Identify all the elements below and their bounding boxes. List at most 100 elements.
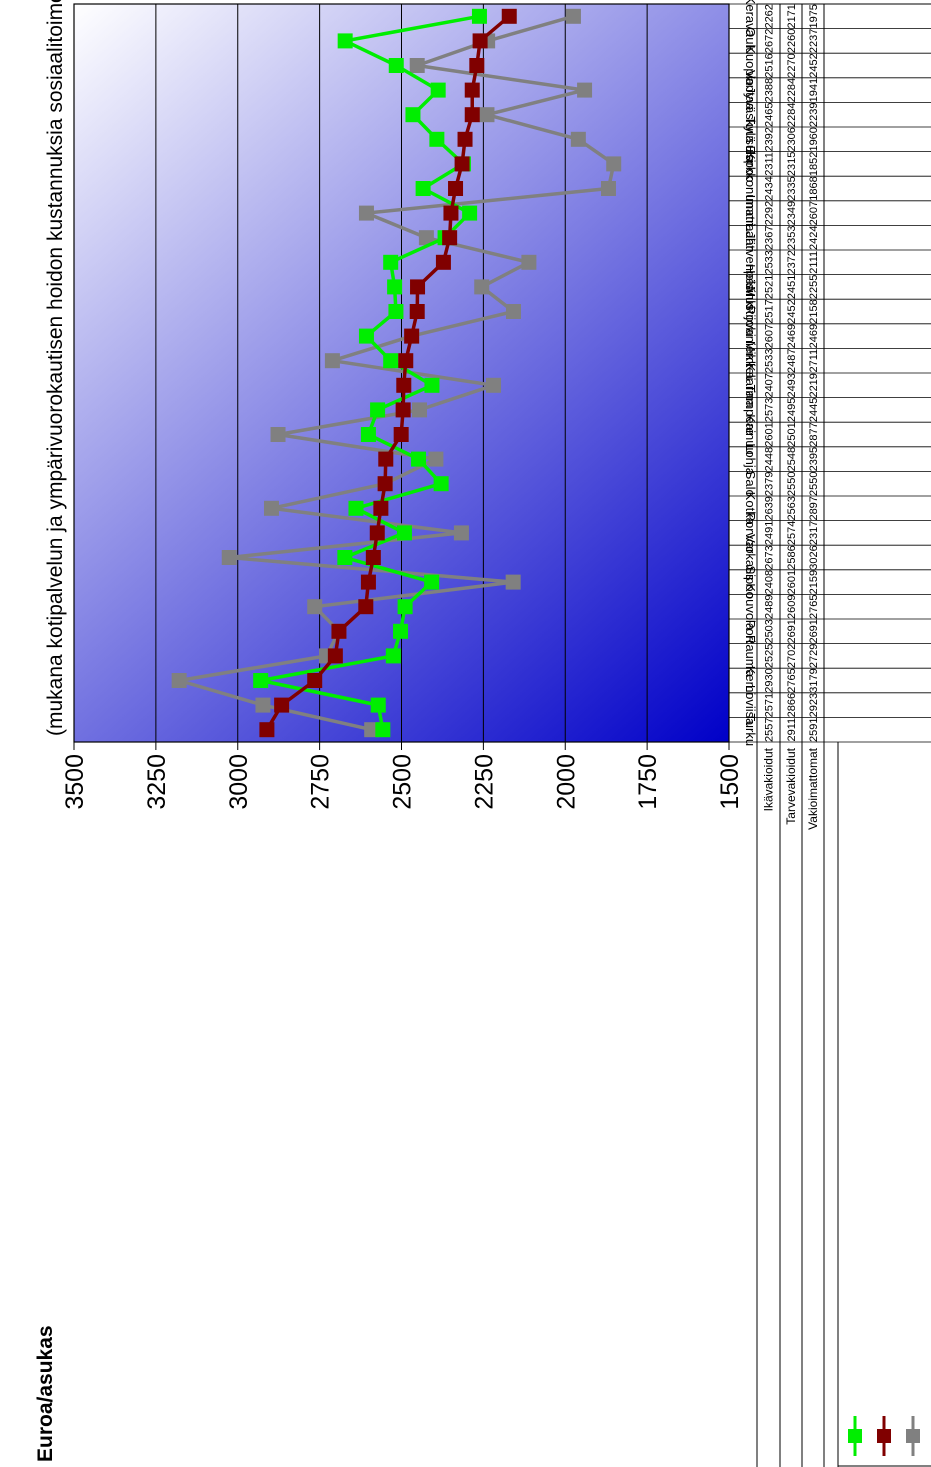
table-cell: 2311 <box>764 152 776 176</box>
table-cell: 2586 <box>786 545 798 569</box>
data-point <box>409 304 425 319</box>
data-point <box>393 623 409 639</box>
data-point <box>378 451 394 467</box>
data-point <box>506 304 522 319</box>
series-name: Vakioimattomat <box>806 747 820 829</box>
data-point <box>462 205 478 221</box>
data-point <box>409 58 425 73</box>
data-point <box>405 107 421 123</box>
data-point <box>429 131 445 147</box>
legend-marker <box>877 1429 891 1443</box>
data-point <box>411 451 427 467</box>
data-point <box>387 279 403 295</box>
data-point <box>388 58 404 73</box>
table-cell: 2548 <box>786 447 798 471</box>
table-cell: 2607 <box>764 324 776 348</box>
data-point <box>348 500 364 516</box>
data-point <box>415 181 431 196</box>
table-cell: 2673 <box>764 545 776 569</box>
tick-label: 3000 <box>225 754 253 810</box>
legend-marker <box>848 1429 862 1443</box>
data-point <box>453 525 469 541</box>
data-point <box>383 254 399 270</box>
table-cell: 2487 <box>786 348 798 372</box>
category-label: Kotka <box>743 492 758 526</box>
table-cell: 2691 <box>808 619 820 643</box>
table-cell: 2493 <box>786 373 798 397</box>
table-cell: 2372 <box>786 250 798 274</box>
table-cell: 2237 <box>808 29 820 53</box>
data-point <box>464 82 480 98</box>
data-point <box>397 599 413 615</box>
table-cell: 2765 <box>786 668 798 692</box>
table-cell: 2533 <box>764 348 776 372</box>
data-point <box>486 377 502 393</box>
data-point <box>448 181 464 196</box>
data-point <box>433 476 449 492</box>
tick-label: 1500 <box>716 754 744 810</box>
data-point <box>479 107 495 123</box>
table-cell: 2445 <box>808 398 820 422</box>
category-label: Järvenpää <box>743 232 758 293</box>
table-cell: 1868 <box>808 176 820 200</box>
data-point <box>424 574 440 590</box>
category-label: Rovaniemi <box>743 305 758 367</box>
category-label: Sipoo <box>743 565 758 598</box>
category-label: Porvoo <box>743 512 758 553</box>
chart-subtitle: (mukana kotipalvelun ja ympärivuorokauti… <box>44 0 67 736</box>
tick-label: 2000 <box>552 754 580 810</box>
table-cell: 2573 <box>764 398 776 422</box>
table-cell: 2448 <box>764 447 776 471</box>
table-cell: 2489 <box>764 594 776 618</box>
tick-label: 2500 <box>389 754 417 810</box>
table-cell: 2349 <box>786 201 798 225</box>
category-label: Lahti <box>743 224 758 252</box>
category-label: Espoo <box>743 145 758 182</box>
table-cell: 2517 <box>764 299 776 323</box>
category-label: Oulu <box>743 27 758 54</box>
table-cell: 2533 <box>764 250 776 274</box>
data-point <box>505 574 521 590</box>
data-point <box>395 402 411 418</box>
table-cell: 2765 <box>808 594 820 618</box>
data-point <box>370 697 386 713</box>
category-label: Kaarina <box>743 363 758 409</box>
table-cell: 2501 <box>786 422 798 446</box>
table-cell: 2407 <box>764 373 776 397</box>
data-point <box>253 673 269 688</box>
table-cell: 2392 <box>764 127 776 151</box>
table-cell: 2434 <box>764 176 776 200</box>
data-point <box>393 427 409 442</box>
table-cell: 2452 <box>786 299 798 323</box>
table-cell: 2557 <box>764 717 776 741</box>
data-point <box>307 673 323 688</box>
category-label: Tampere <box>743 385 758 436</box>
category-label: Jyväskylä <box>743 87 758 144</box>
data-point <box>565 8 581 24</box>
table-cell: 2591 <box>808 717 820 741</box>
category-label: Kuopio <box>743 45 758 85</box>
table-cell: 2408 <box>764 570 776 594</box>
category-label: Kerava <box>743 0 758 38</box>
data-point <box>337 550 353 565</box>
table-cell: 2729 <box>808 644 820 668</box>
data-point <box>385 648 401 664</box>
data-point <box>469 58 485 73</box>
data-point <box>442 230 458 246</box>
data-point <box>171 673 187 688</box>
data-point <box>274 697 290 713</box>
chart-body: 3500 3250 3000 2750 2500 2250 2000 1750 1500 Euro… <box>34 0 931 1467</box>
data-point <box>377 476 393 492</box>
table-cell: 2260 <box>786 29 798 53</box>
data-point <box>360 574 376 590</box>
data-point <box>370 402 386 418</box>
table-cell: 2158 <box>808 299 820 323</box>
data-point <box>474 279 490 295</box>
table-cell: 2525 <box>764 644 776 668</box>
data-point <box>471 8 487 24</box>
table-cell: 2639 <box>764 496 776 520</box>
data-point <box>472 33 488 49</box>
table-cell: 2379 <box>764 471 776 495</box>
table-cell: 2491 <box>764 521 776 545</box>
table-cell: 1852 <box>808 152 820 176</box>
